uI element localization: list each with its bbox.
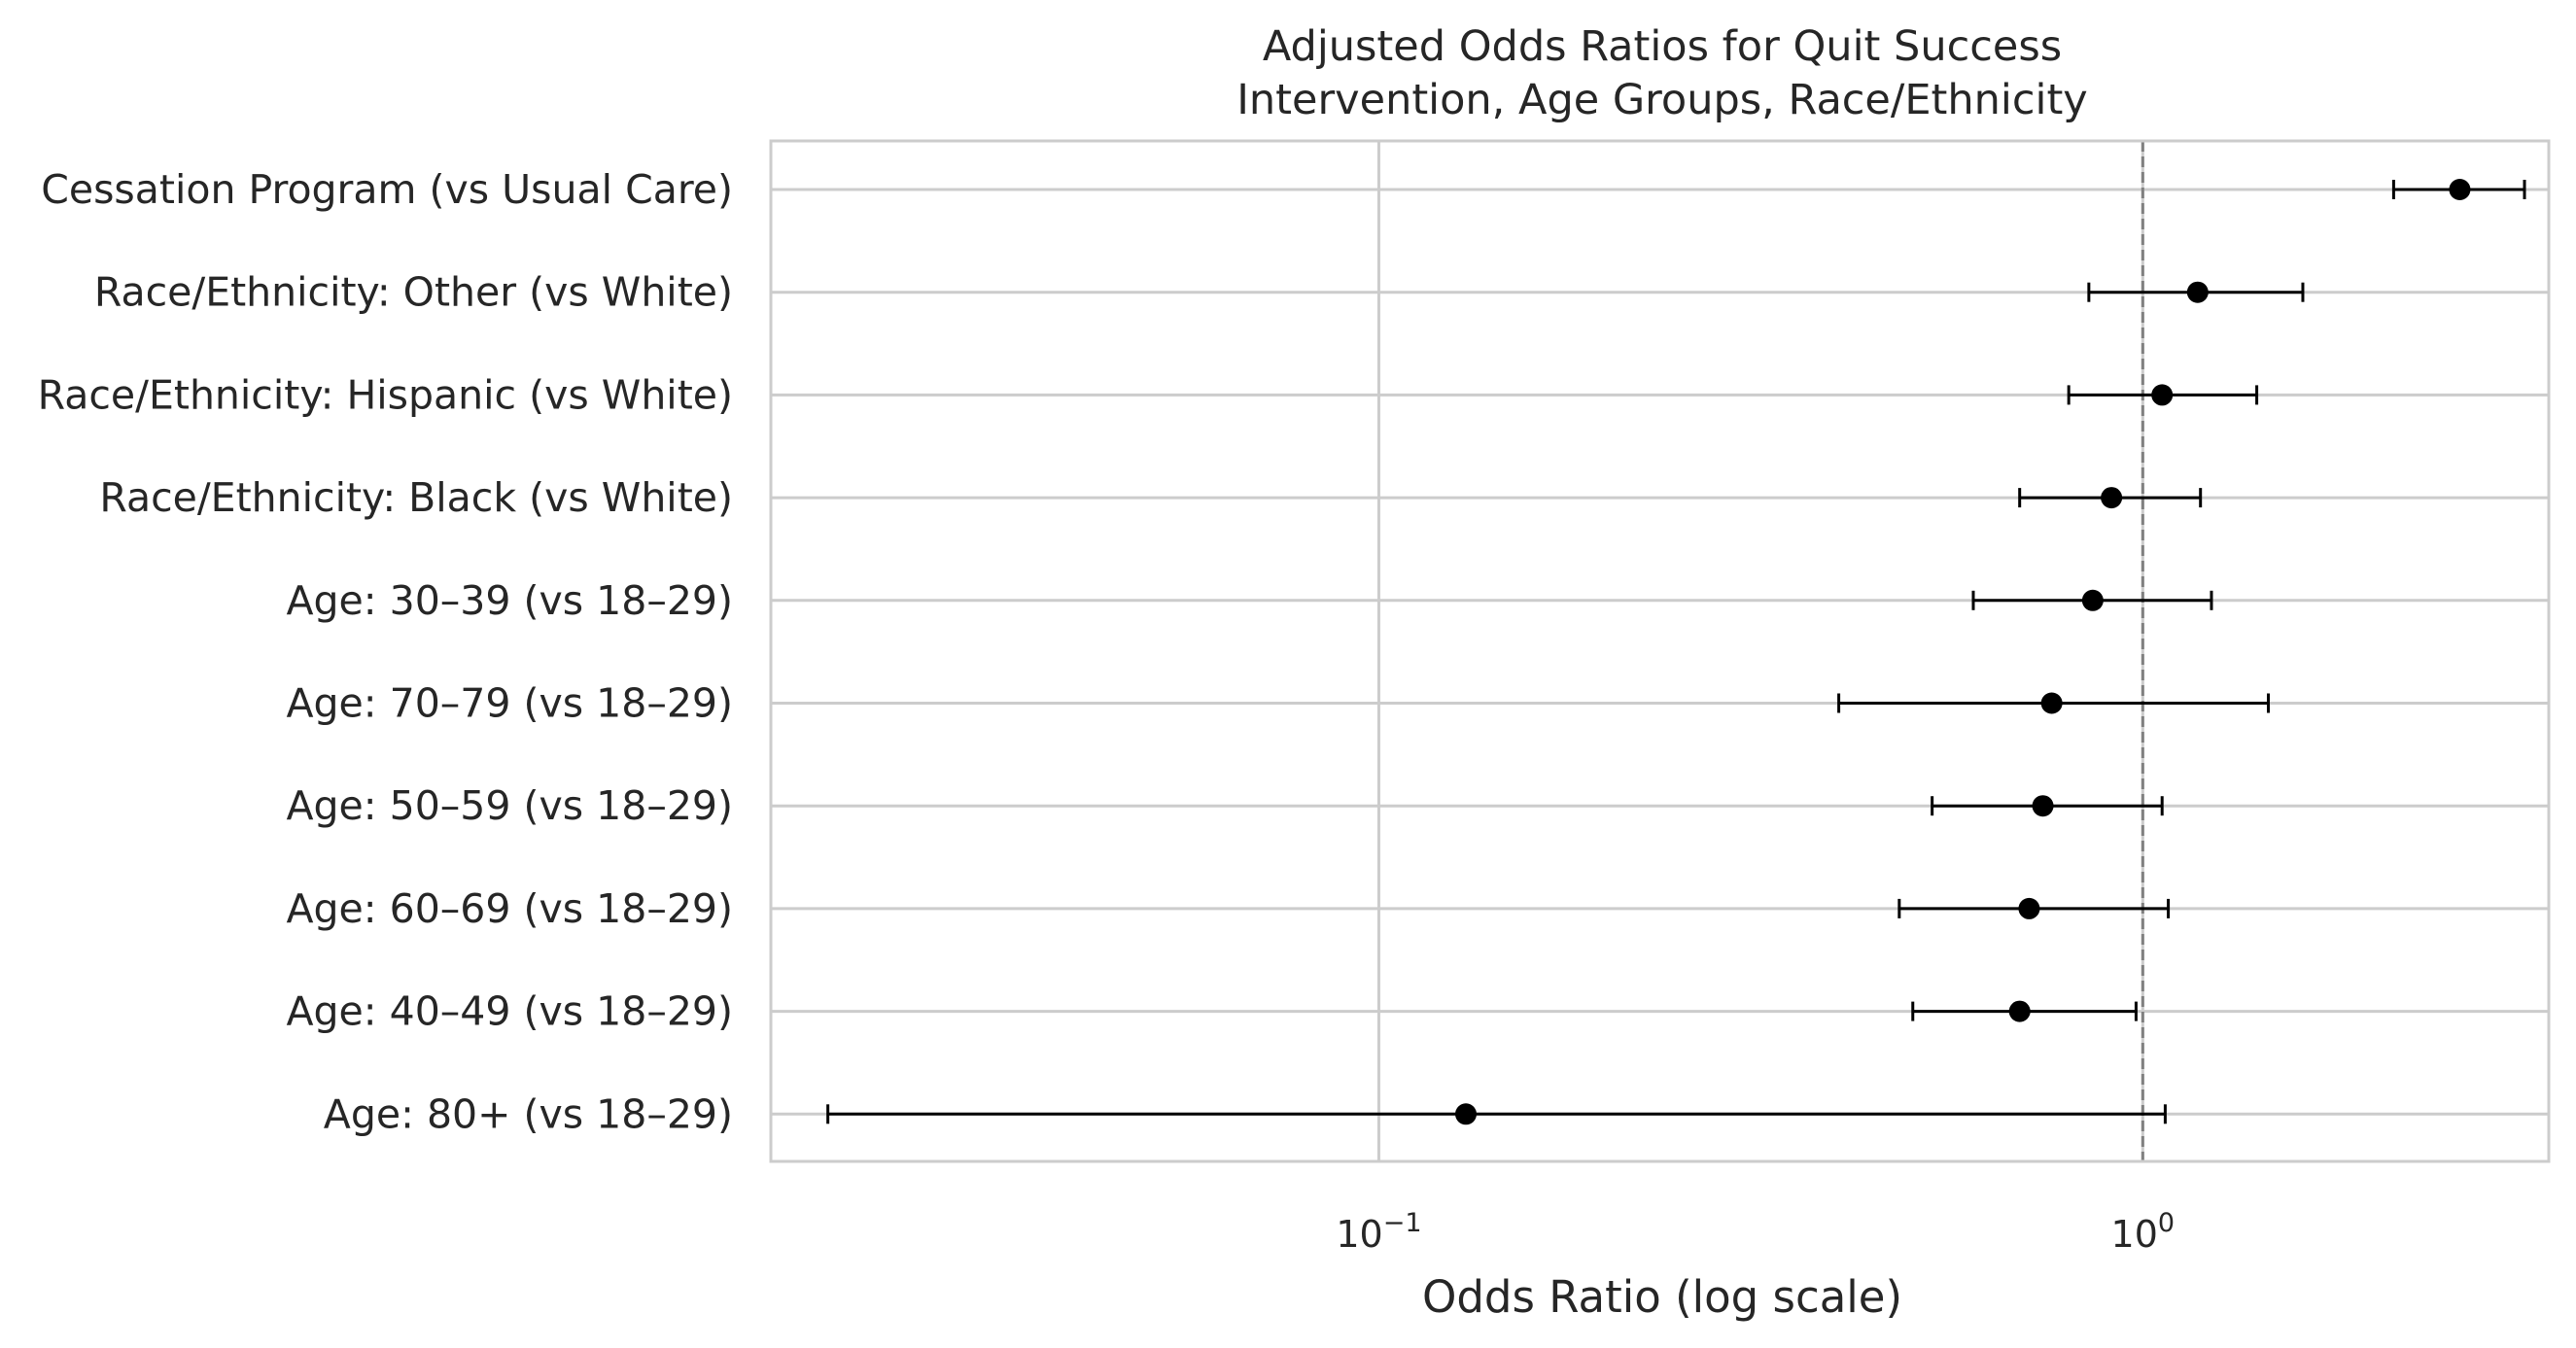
y-tick-label: Age: 30–39 (vs 18–29) (286, 577, 733, 624)
y-tick-label: Cessation Program (vs Usual Care) (41, 166, 733, 213)
odds-ratio-point (2032, 795, 2054, 817)
y-tick-label: Race/Ethnicity: Hispanic (vs White) (38, 371, 733, 418)
y-tick-label: Age: 60–69 (vs 18–29) (286, 885, 733, 932)
data-marks (826, 179, 2526, 1125)
y-tick-label: Age: 80+ (vs 18–29) (324, 1090, 733, 1137)
odds-ratio-point (2018, 897, 2040, 919)
y-tick-label: Race/Ethnicity: Other (vs White) (94, 269, 733, 316)
chart-title-line-1: Adjusted Odds Ratios for Quit Success (1263, 22, 2062, 71)
grid-lines (771, 141, 2549, 1161)
y-tick-label: Age: 70–79 (vs 18–29) (286, 680, 733, 727)
odds-ratio-point (2101, 487, 2123, 509)
odds-ratio-point (2151, 384, 2174, 406)
x-tick-label: 10−1 (1336, 1208, 1421, 1256)
y-tick-label: Age: 40–49 (vs 18–29) (286, 988, 733, 1035)
odds-ratio-point (1455, 1103, 1478, 1125)
y-tick-label: Race/Ethnicity: Black (vs White) (99, 474, 733, 521)
odds-ratio-point (2081, 589, 2104, 611)
x-axis-label: Odds Ratio (log scale) (1422, 1271, 1902, 1323)
x-tick-label: 100 (2111, 1208, 2176, 1256)
x-tick-labels: 10−1 100 (1336, 1208, 2175, 1256)
plot-frame (769, 139, 2551, 1163)
chart-title-line-2: Intervention, Age Groups, Race/Ethnicity (1236, 76, 2088, 124)
y-tick-label: Age: 50–59 (vs 18–29) (286, 782, 733, 829)
y-tick-labels: Cessation Program (vs Usual Care) Race/Et… (38, 166, 733, 1137)
odds-ratio-point (2449, 179, 2471, 200)
odds-ratio-point (2186, 281, 2209, 303)
odds-ratio-point (2040, 692, 2063, 714)
odds-ratio-point (2008, 1000, 2031, 1022)
